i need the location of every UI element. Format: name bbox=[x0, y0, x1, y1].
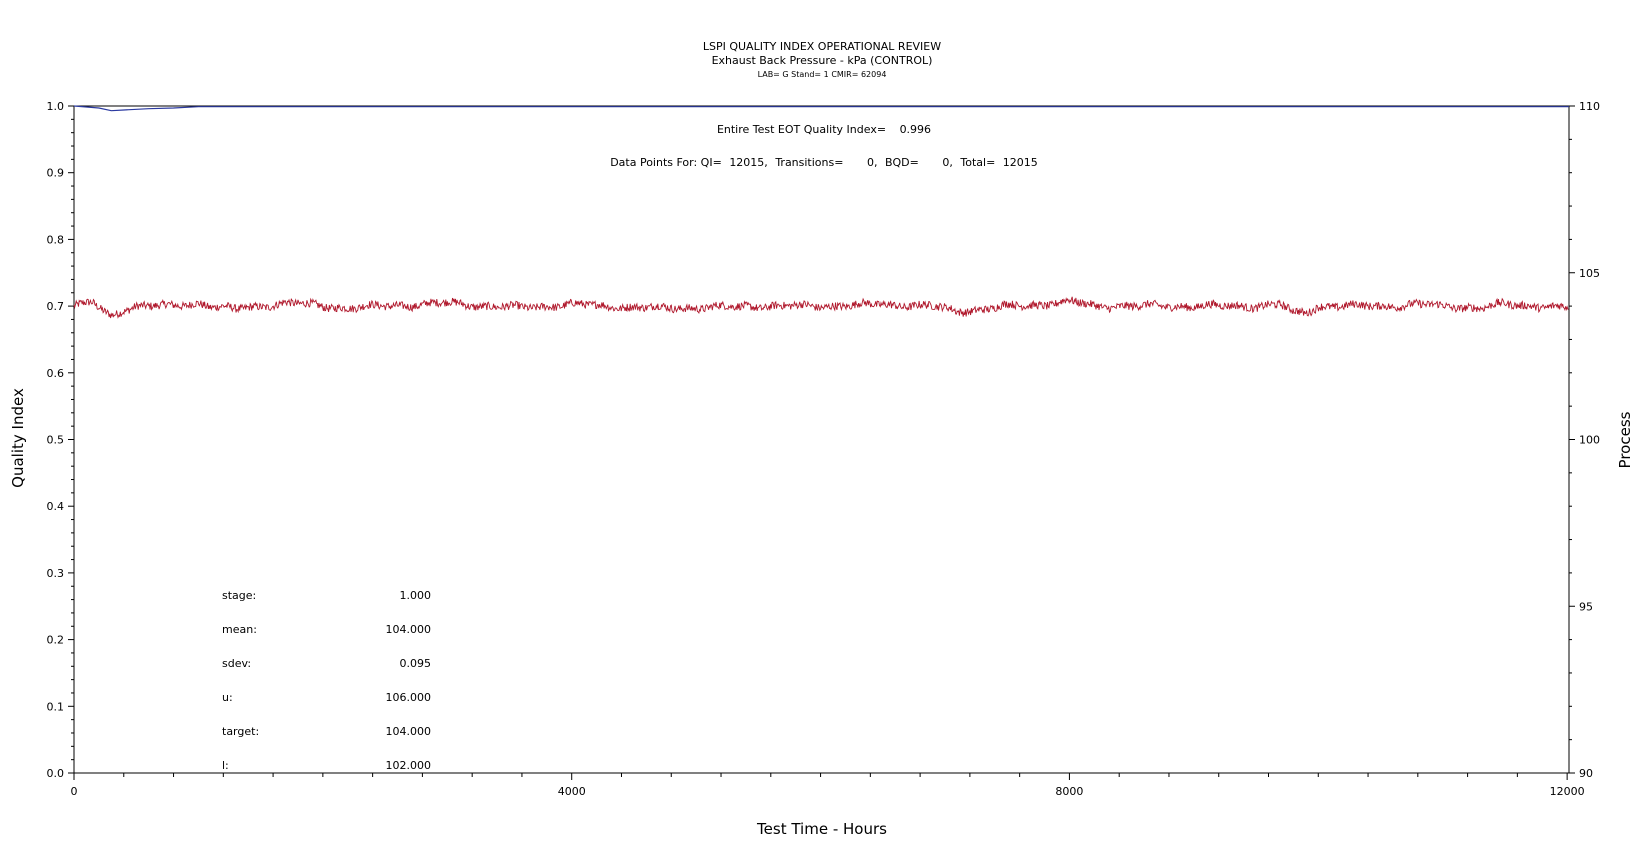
total-label: Total= bbox=[959, 156, 995, 169]
eot-label: Entire Test EOT Quality Index= bbox=[717, 123, 886, 136]
y-tick-label-left: 0.7 bbox=[47, 300, 65, 313]
stat-label: mean: bbox=[222, 623, 257, 636]
y-tick-label-left: 0.2 bbox=[47, 634, 65, 647]
y-tick-label-right: 110 bbox=[1579, 100, 1600, 113]
y-tick-label-left: 0.4 bbox=[47, 500, 65, 513]
data-points-annotation: Data Points For: QI= 12015, Transitions=… bbox=[610, 156, 1038, 169]
stat-label: stage: bbox=[222, 589, 256, 602]
series-layer bbox=[73, 105, 1569, 319]
y-tick-label-left: 0.1 bbox=[47, 700, 65, 713]
y-axis-label-left: Quality Index bbox=[9, 388, 27, 488]
y-tick-label-left: 0.6 bbox=[47, 367, 65, 380]
series-line-2 bbox=[73, 296, 1569, 319]
x-tick-label: 12000 bbox=[1550, 785, 1585, 798]
series-line-1 bbox=[73, 105, 1569, 112]
chart-subsubtitle: LAB= G Stand= 1 CMIR= 62094 bbox=[758, 70, 887, 79]
left-axis: 0.0 0.1 0.2 0.3 0.4 0.5 0.6 0.7 0.8 0.9 1.0 bbox=[47, 100, 74, 780]
stat-value: 104.000 bbox=[386, 623, 432, 636]
x-tick-label: 4000 bbox=[558, 785, 586, 798]
x-axis-label: Test Time - Hours bbox=[756, 820, 887, 838]
stat-label: target: bbox=[222, 725, 259, 738]
stat-label: u: bbox=[222, 691, 233, 704]
stat-value: 0.095 bbox=[400, 657, 432, 670]
y-tick-label-right: 90 bbox=[1579, 767, 1593, 780]
x-tick-label: 8000 bbox=[1055, 785, 1083, 798]
y-tick-label-right: 100 bbox=[1579, 434, 1600, 447]
bqd-value: 0, bbox=[942, 156, 953, 169]
y-tick-label-right: 95 bbox=[1579, 600, 1593, 613]
y-tick-label-left: 0.8 bbox=[47, 233, 65, 246]
x-tick-label: 0 bbox=[71, 785, 78, 798]
points-prefix: Data Points For: QI= bbox=[610, 156, 722, 169]
transitions-value: 0, bbox=[867, 156, 878, 169]
chart-title: LSPI QUALITY INDEX OPERATIONAL REVIEW bbox=[703, 40, 941, 53]
chart-subtitle: Exhaust Back Pressure - kPa (CONTROL) bbox=[712, 54, 933, 67]
eot-quality-annotation: Entire Test EOT Quality Index= 0.996 bbox=[717, 123, 931, 136]
stats-block: stage: 1.000 mean: 104.000 sdev: 0.095 u: 106.0… bbox=[222, 589, 431, 772]
stat-value: 104.000 bbox=[386, 725, 432, 738]
stat-value: 102.000 bbox=[386, 759, 432, 772]
total-value: 12015 bbox=[1003, 156, 1038, 169]
stat-label: l: bbox=[222, 759, 229, 772]
stat-label: sdev: bbox=[222, 657, 251, 670]
y-tick-label-left: 1.0 bbox=[47, 100, 65, 113]
right-axis: 90 95 100 105 110 bbox=[1569, 100, 1600, 780]
stat-value: 1.000 bbox=[400, 589, 432, 602]
y-tick-label-left: 0.9 bbox=[47, 167, 65, 180]
eot-value: 0.996 bbox=[900, 123, 932, 136]
y-tick-label-left: 0.5 bbox=[47, 434, 65, 447]
bottom-axis: 0 4000 8000 12000 bbox=[71, 773, 1585, 798]
y-tick-label-left: 0.3 bbox=[47, 567, 65, 580]
plot-frame bbox=[73, 105, 1570, 774]
stat-value: 106.000 bbox=[386, 691, 432, 704]
y-tick-label-left: 0.0 bbox=[47, 767, 65, 780]
y-axis-label-right: Process bbox=[1616, 411, 1634, 468]
bqd-label: BQD= bbox=[885, 156, 919, 169]
transitions-label: Transitions= bbox=[774, 156, 843, 169]
qi-count: 12015, bbox=[729, 156, 768, 169]
y-tick-label-right: 105 bbox=[1579, 267, 1600, 280]
